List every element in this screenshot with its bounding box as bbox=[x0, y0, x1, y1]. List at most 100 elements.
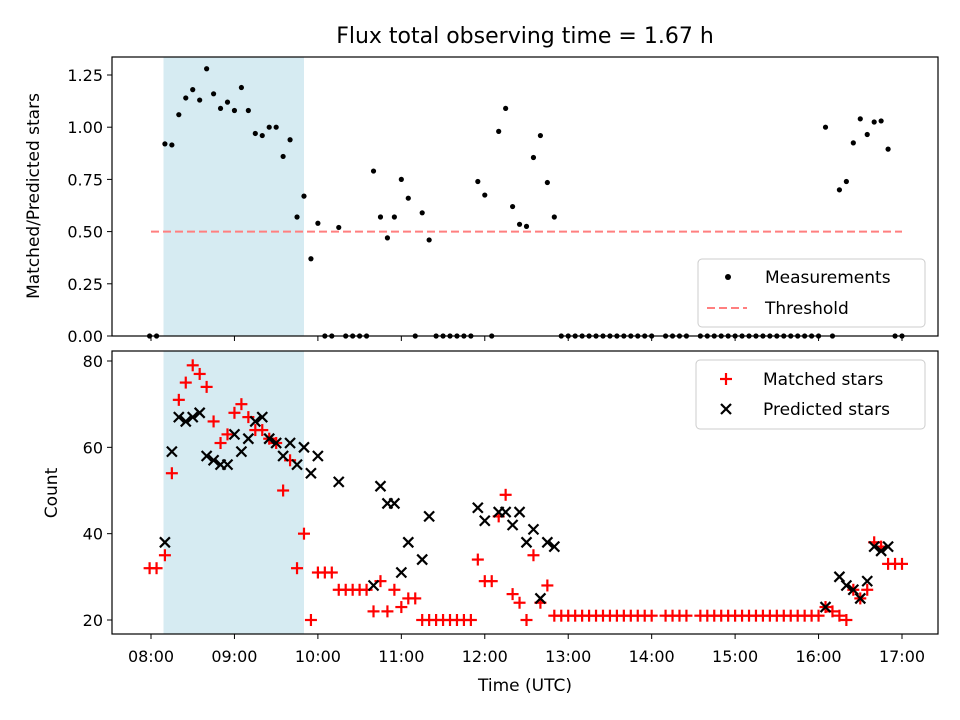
measurement-point bbox=[259, 132, 265, 139]
predicted-star-marker bbox=[193, 407, 206, 419]
bottom-y-tick-label: 60 bbox=[83, 438, 103, 457]
bottom-x-tick-label: 09:00 bbox=[211, 647, 257, 666]
legend-threshold-label: Threshold bbox=[764, 299, 849, 319]
measurement-point bbox=[280, 153, 286, 160]
top-legend: Measurements Threshold bbox=[697, 258, 926, 328]
predicted-star-marker bbox=[242, 432, 255, 445]
bottom-x-tick-label: 14:00 bbox=[629, 647, 675, 666]
predicted-star-marker bbox=[854, 592, 867, 605]
bottom-y-tick-label: 20 bbox=[83, 611, 103, 630]
matched-star-marker bbox=[520, 614, 533, 626]
legend-predicted-marker bbox=[720, 403, 732, 415]
predicted-star-marker bbox=[305, 467, 317, 480]
predicted-star-marker bbox=[388, 497, 401, 510]
bottom-x-tick-label: 08:00 bbox=[128, 647, 174, 666]
predicted-star-marker bbox=[332, 476, 345, 488]
measurement-point bbox=[370, 168, 377, 174]
top-y-tick-label: 0.75 bbox=[67, 170, 103, 189]
matched-star-marker bbox=[541, 579, 554, 592]
matched-star-marker bbox=[297, 527, 310, 540]
measurement-point bbox=[169, 142, 175, 148]
measurement-point bbox=[245, 107, 251, 114]
measurement-point bbox=[544, 179, 550, 186]
predicted-star-marker bbox=[256, 411, 269, 423]
predicted-star-marker bbox=[179, 415, 192, 428]
top-axes: 0.00 0.25 0.50 0.75 1.00 1.25 Matched/Predict… bbox=[24, 56, 939, 346]
predicted-star-marker bbox=[200, 450, 213, 462]
matched-star-marker bbox=[325, 566, 338, 579]
matched-star-marker bbox=[409, 592, 422, 605]
matched-star-marker bbox=[367, 605, 380, 618]
measurement-point bbox=[217, 105, 224, 112]
measurement-point bbox=[509, 203, 516, 210]
predicted-star-marker bbox=[423, 510, 435, 523]
predicted-star-marker bbox=[235, 445, 248, 458]
measurement-point bbox=[266, 124, 272, 130]
predicted-star-marker bbox=[277, 450, 289, 462]
top-y-tick-label: 0.25 bbox=[67, 275, 103, 294]
top-highlight-span bbox=[163, 57, 304, 336]
matched-star-marker bbox=[464, 614, 477, 626]
measurement-point bbox=[516, 221, 523, 227]
measurement-point bbox=[336, 224, 342, 231]
bottom-legend: Matched stars Predicted stars bbox=[695, 359, 926, 430]
predicted-star-marker bbox=[416, 553, 428, 566]
matched-star-marker bbox=[645, 609, 658, 622]
predicted-star-marker bbox=[166, 445, 178, 458]
matched-star-marker bbox=[506, 588, 519, 601]
x-axis-label: Time (UTC) bbox=[477, 676, 572, 696]
measurement-point bbox=[864, 131, 870, 138]
matched-star-marker bbox=[221, 428, 234, 441]
measurement-point bbox=[176, 112, 182, 118]
matched-star-marker bbox=[193, 367, 206, 380]
matched-star-marker bbox=[235, 398, 248, 411]
predicted-star-marker bbox=[499, 506, 512, 518]
predicted-star-marker bbox=[541, 536, 554, 549]
legend-predicted-label: Predicted stars bbox=[763, 400, 890, 420]
predicted-star-marker bbox=[367, 579, 380, 592]
predicted-star-marker bbox=[472, 501, 484, 514]
bottom-x-tick-label: 12:00 bbox=[462, 647, 508, 666]
matched-star-marker bbox=[172, 393, 185, 406]
top-legend-box bbox=[697, 258, 926, 328]
figure-title: Flux total observing time = 1.67 h bbox=[336, 24, 714, 49]
predicted-star-marker bbox=[249, 415, 262, 428]
predicted-star-marker bbox=[284, 437, 296, 449]
matched-star-marker bbox=[395, 601, 408, 614]
matched-star-marker bbox=[186, 359, 199, 372]
matched-star-marker bbox=[896, 557, 908, 570]
measurement-point bbox=[843, 178, 849, 185]
predicted-star-marker bbox=[291, 458, 303, 471]
measurement-point bbox=[301, 193, 307, 199]
measurement-point bbox=[384, 235, 391, 241]
measurement-point bbox=[475, 178, 481, 185]
measurement-point bbox=[162, 141, 168, 147]
measurement-point bbox=[482, 192, 488, 198]
matched-star-marker bbox=[165, 467, 178, 480]
matched-star-marker bbox=[214, 437, 227, 450]
measurement-point bbox=[315, 220, 321, 226]
predicted-star-marker bbox=[534, 592, 547, 605]
predicted-star-marker bbox=[527, 523, 540, 536]
bottom-axes-frame bbox=[111, 350, 939, 635]
matched-star-marker bbox=[840, 614, 853, 626]
bottom-y-axis-label: Count bbox=[42, 467, 62, 518]
measurement-point bbox=[850, 140, 856, 146]
measurement-point bbox=[822, 124, 829, 130]
measurement-point bbox=[391, 214, 397, 220]
predicted-star-marker bbox=[868, 540, 880, 553]
measurement-point bbox=[523, 223, 530, 229]
measurement-point bbox=[537, 132, 544, 139]
matched-star-marker bbox=[158, 549, 171, 562]
matched-star-marker bbox=[527, 549, 540, 562]
predicted-star-marker bbox=[159, 536, 171, 549]
top-y-tick-label: 1.25 bbox=[67, 66, 103, 85]
legend-measurements-label: Measurements bbox=[765, 268, 891, 288]
measurement-point bbox=[503, 105, 509, 112]
bottom-x-tick-label: 16:00 bbox=[796, 647, 842, 666]
measurement-point bbox=[426, 237, 432, 243]
predicted-star-marker bbox=[221, 458, 234, 471]
predicted-star-marker bbox=[520, 536, 533, 549]
matched-star-marker bbox=[388, 583, 401, 596]
